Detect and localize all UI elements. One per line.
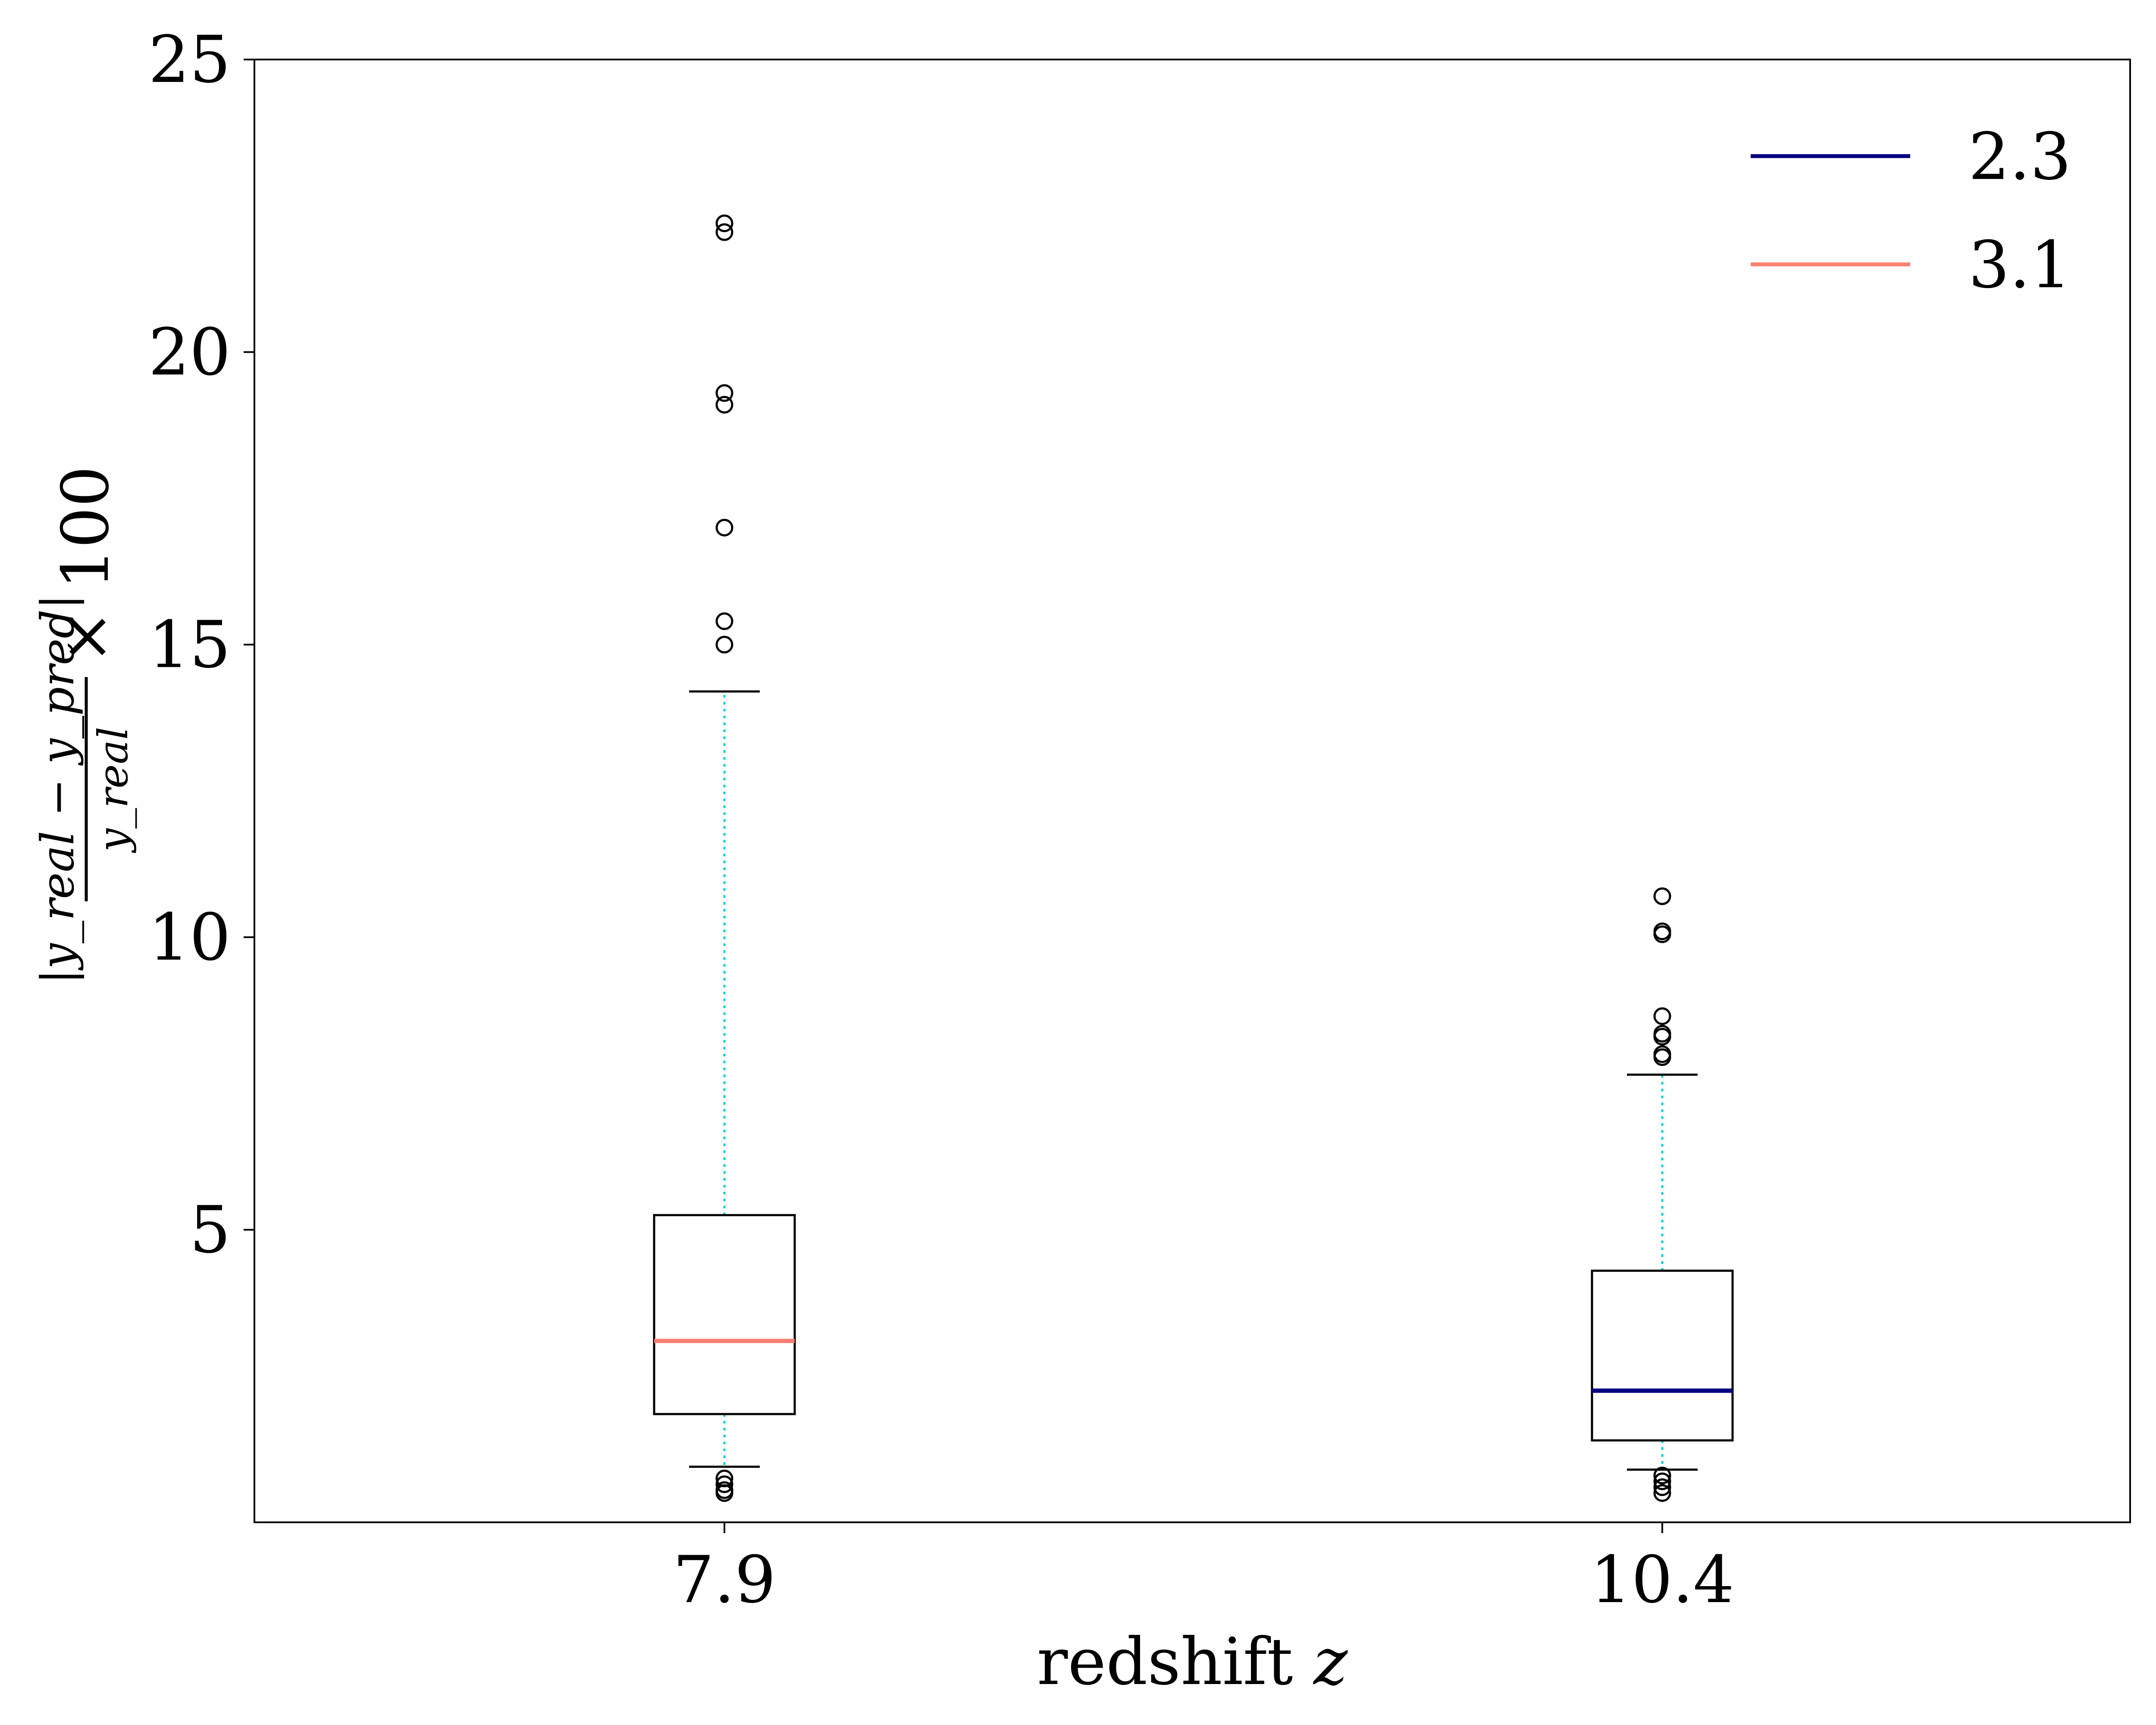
outlier-point	[1653, 1466, 1671, 1484]
x-tick-label: 7.9	[673, 1543, 776, 1618]
outlier-point	[715, 518, 733, 536]
outlier-point	[1653, 1478, 1671, 1496]
y-axis-label-numerator: |y_real − y_pred|	[31, 594, 84, 984]
outlier-point	[715, 612, 733, 630]
box-group	[1591, 887, 1734, 1502]
x-axis-label-variable: z	[1313, 1625, 1348, 1700]
y-tick-label: 10	[148, 900, 231, 975]
y-tick-label: 5	[190, 1193, 231, 1268]
legend-label-2-3: 2.3	[1968, 119, 2071, 194]
plot-area	[653, 214, 1734, 1502]
outlier-point	[1653, 1045, 1671, 1063]
outlier-point	[715, 384, 733, 402]
x-tick-label: 10.4	[1590, 1543, 1734, 1618]
y-tick-label: 15	[148, 608, 231, 683]
legend: 2.3 3.1	[1751, 119, 2071, 303]
outlier-point	[715, 214, 733, 232]
box-group	[653, 214, 796, 1502]
outlier-point	[1653, 1484, 1671, 1502]
outlier-point	[715, 1475, 733, 1493]
outlier-point	[1653, 1025, 1671, 1043]
plot-frame	[254, 59, 2131, 1523]
x-axis-label: redshift z	[1037, 1625, 1348, 1700]
y-axis-label: |y_real − y_pred| y_real × 100	[31, 466, 137, 984]
y-axis: 5 10 15 20 25	[148, 22, 254, 1268]
outlier-point	[715, 636, 733, 654]
legend-label-3-1: 3.1	[1968, 228, 2071, 303]
outlier-point	[715, 1484, 733, 1502]
y-tick-label: 25	[148, 22, 231, 97]
outlier-point	[715, 396, 733, 414]
x-axis-label-text: redshift	[1037, 1625, 1314, 1700]
y-tick-label: 20	[148, 315, 231, 390]
x-axis: 7.9 10.4	[673, 1522, 1734, 1618]
y-axis-label-denominator: y_real	[90, 727, 137, 853]
outlier-point	[1653, 1007, 1671, 1025]
box	[653, 1214, 796, 1415]
outlier-point	[1653, 922, 1671, 941]
outlier-point	[715, 223, 733, 241]
y-axis-label-suffix: × 100	[48, 466, 123, 664]
box	[1591, 1270, 1734, 1442]
outlier-point	[1653, 887, 1671, 905]
outlier-point	[1653, 1472, 1671, 1490]
